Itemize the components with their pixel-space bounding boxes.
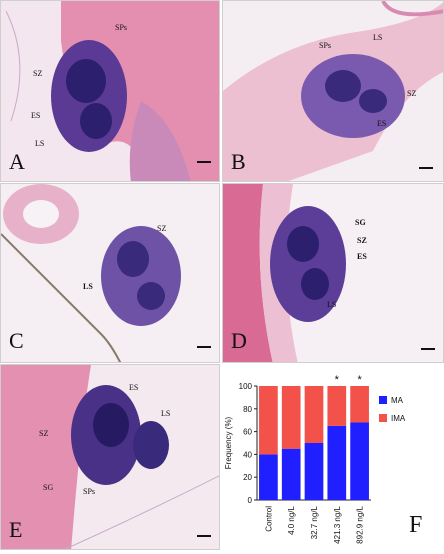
panel-b: B SPs LS SZ ES — [222, 0, 444, 182]
annotation-es: ES — [31, 111, 41, 120]
annotation-ls: LS — [161, 409, 171, 418]
bar-ima — [327, 386, 347, 426]
bar-ima — [350, 386, 369, 423]
panel-b-micrograph — [223, 1, 443, 181]
panel-label-b: B — [231, 149, 246, 174]
chart-labels: 0 20 40 60 80 100 Frequency (%) Control 4.0 ng/L… — [224, 374, 406, 544]
annotation-sg: SG — [355, 218, 366, 227]
annotation-ls: LS — [83, 282, 93, 291]
annotation-ls: LS — [35, 139, 45, 148]
legend-label-ma: MA — [391, 396, 404, 405]
y-tick-label: 20 — [243, 473, 252, 482]
annotation-sg: SG — [43, 483, 54, 492]
x-tick-label: 421.3 ng/L — [333, 505, 342, 543]
annotation-sps: SPs — [319, 41, 332, 50]
y-axis-label: Frequency (%) — [224, 416, 233, 469]
x-tick-label: 4.0 ng/L — [287, 505, 296, 534]
annotation-sps: SPs — [83, 487, 96, 496]
bar-ma — [304, 443, 324, 500]
bar-ima — [304, 386, 324, 443]
scale-bar — [197, 346, 211, 348]
panel-d-micrograph — [223, 184, 443, 362]
significance-marker: * — [357, 374, 362, 386]
annotation-ls: LS — [373, 33, 383, 42]
annotation-sz: SZ — [407, 89, 417, 98]
annotation-es: ES — [357, 252, 367, 261]
y-tick-label: 40 — [243, 450, 252, 459]
annotation-ls: LS — [327, 300, 337, 309]
frequency-stacked-bar-chart: 0 20 40 60 80 100 Frequency (%) Control 4.0 ng/L… — [224, 374, 406, 544]
legend-swatch-ima — [379, 414, 387, 422]
panel-label-d: D — [231, 328, 247, 353]
annotation-sz: SZ — [39, 429, 49, 438]
bar-ima — [259, 386, 278, 455]
bar-ma — [281, 448, 301, 500]
panel-c: C SZ LS — [0, 183, 220, 363]
panel-a-micrograph — [1, 1, 219, 181]
panel-f: 0 20 40 60 80 100 Frequency (%) Control 4.0 ng/L… — [221, 364, 443, 549]
panel-d: D SG SZ ES LS — [222, 183, 444, 363]
y-tick-label: 0 — [248, 496, 253, 505]
panel-label-a: A — [9, 149, 25, 174]
annotation-es: ES — [377, 119, 387, 128]
bar-ma — [327, 425, 347, 500]
scale-bar — [197, 535, 211, 537]
y-tick-label: 80 — [243, 405, 252, 414]
x-tick-label: 892.9 ng/L — [356, 505, 365, 543]
annotation-sz: SZ — [357, 236, 367, 245]
chart-bars — [259, 386, 369, 500]
legend-label-ima: IMA — [391, 414, 406, 423]
bar-ima — [281, 386, 301, 449]
panel-label-c: C — [9, 328, 24, 353]
annotation-sz: SZ — [157, 224, 167, 233]
scale-bar — [419, 167, 433, 169]
panel-label-e: E — [9, 517, 23, 542]
x-tick-label: 32.7 ng/L — [310, 505, 319, 539]
legend-swatch-ma — [379, 396, 387, 404]
annotation-es: ES — [129, 383, 139, 392]
bar-ma — [259, 454, 278, 500]
annotation-sps: SPs — [115, 23, 128, 32]
scale-bar — [197, 161, 211, 163]
panel-e: E ES SZ LS SG SPs — [0, 364, 220, 550]
y-tick-label: 100 — [239, 382, 253, 391]
panel-e-micrograph — [1, 365, 219, 549]
panel-label-f: F — [409, 512, 423, 538]
annotation-sz: SZ — [33, 69, 43, 78]
significance-marker: * — [335, 374, 340, 386]
panel-c-micrograph — [1, 184, 219, 362]
y-tick-label: 60 — [243, 428, 252, 437]
panel-a: A SPs SZ ES LS — [0, 0, 220, 182]
x-tick-label: Control — [264, 506, 273, 532]
bar-ma — [350, 422, 369, 500]
scale-bar — [421, 348, 435, 350]
